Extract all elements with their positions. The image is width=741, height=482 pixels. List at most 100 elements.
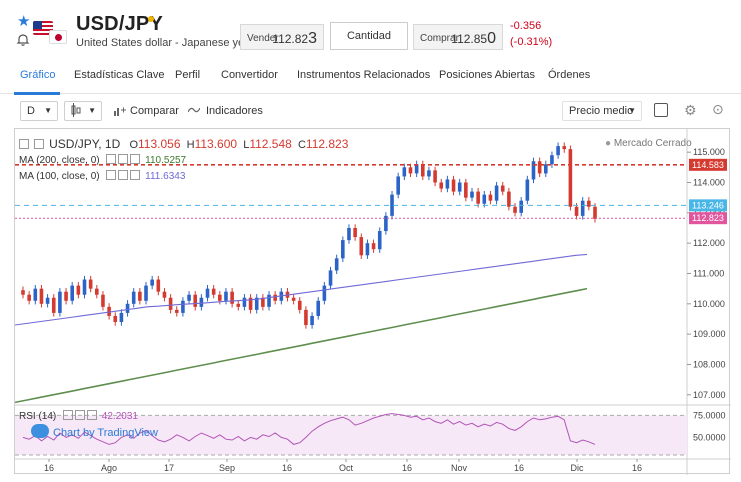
- candle-body: [353, 227, 357, 238]
- buy-label: Comprar: [420, 33, 459, 44]
- buy-button[interactable]: Comprar 112.850: [413, 24, 503, 50]
- candle-body: [58, 291, 62, 313]
- candle-body: [82, 279, 87, 295]
- collapse-icon[interactable]: [19, 139, 29, 149]
- compare-icon[interactable]: [114, 104, 126, 116]
- tab-posiciones[interactable]: Posiciones Abiertas: [439, 69, 535, 81]
- chart-canvas[interactable]: 115.000114.000113.000112.000111.000110.0…: [15, 129, 731, 475]
- candle-body: [144, 285, 148, 301]
- candle-body: [199, 297, 204, 307]
- chart-type-dropdown[interactable]: ▼: [64, 101, 102, 121]
- candle-body: [248, 297, 253, 310]
- candle-body: [371, 243, 376, 250]
- x-tick-label: 16: [282, 463, 292, 473]
- close-icon[interactable]: [87, 410, 98, 420]
- candle-body: [408, 167, 413, 174]
- tab-convertidor[interactable]: Convertidor: [221, 69, 278, 81]
- candle-body: [193, 294, 198, 307]
- price-type-dropdown[interactable]: Precio medio ▼: [562, 101, 642, 121]
- candle-body: [218, 294, 222, 301]
- candle-body: [64, 291, 68, 301]
- camera-icon[interactable]: ⊙: [712, 101, 724, 117]
- tab-perfil[interactable]: Perfil: [175, 69, 201, 81]
- eye-icon[interactable]: [63, 410, 74, 420]
- candle-body: [402, 167, 407, 177]
- market-status-dot: [148, 16, 154, 22]
- eye-icon[interactable]: [106, 170, 117, 180]
- indicators-icon[interactable]: [188, 106, 200, 114]
- fullscreen-icon[interactable]: [654, 103, 668, 117]
- price-chart[interactable]: 115.000114.000113.000112.000111.000110.0…: [14, 128, 731, 475]
- compare-button[interactable]: Comparar: [130, 105, 179, 117]
- x-tick-label: Oct: [339, 463, 354, 473]
- bid-line-label: 113.246: [692, 200, 724, 210]
- us-flag-icon: [33, 21, 53, 35]
- ma200-value: 110.5257: [145, 155, 187, 166]
- alert-bell-icon[interactable]: [15, 32, 31, 48]
- interval-dropdown[interactable]: D ▼: [20, 101, 58, 121]
- tab-ordenes[interactable]: Órdenes: [548, 69, 591, 81]
- tab-bar: Gráfico Estadísticas Clave Perfil Conver…: [0, 62, 741, 95]
- candle-body: [476, 191, 480, 204]
- japan-flag-icon: [49, 30, 67, 44]
- tradingview-watermark[interactable]: Chart by TradingView: [31, 424, 158, 439]
- candle-body: [107, 306, 111, 316]
- rsi-value: 42.2031: [101, 411, 138, 422]
- candle-body: [101, 294, 105, 307]
- ohlc-legend: USD/JPY, 1D O113.056 H113.600 L112.548 C…: [19, 137, 348, 151]
- legend-symbol: USD/JPY, 1D: [49, 137, 121, 151]
- settings-icon[interactable]: [75, 410, 86, 420]
- candle-body: [297, 300, 302, 310]
- gear-icon[interactable]: ⚙: [684, 102, 697, 118]
- tradingview-cloud-icon: [31, 424, 49, 438]
- candle-body: [304, 309, 308, 326]
- candle-body: [451, 179, 456, 192]
- candle-body: [500, 185, 505, 192]
- candle-body: [464, 182, 468, 198]
- candle-body: [433, 170, 437, 183]
- candle-body: [291, 297, 296, 301]
- rsi-legend: RSI (14) 42.2031: [19, 410, 138, 422]
- ma200-legend: MA (200, close, 0) 110.5257: [19, 154, 187, 166]
- candle-body: [88, 279, 93, 289]
- close-value: 112.823: [305, 137, 349, 151]
- eye-icon[interactable]: [106, 154, 117, 164]
- candle-body: [33, 288, 38, 301]
- change-absolute: -0.356: [510, 20, 542, 32]
- candle-body: [390, 194, 394, 216]
- candle-body: [550, 155, 554, 165]
- bid-line-tag: [689, 199, 727, 212]
- candle-body: [230, 291, 234, 304]
- candle-body: [420, 164, 425, 177]
- candle-body: [562, 146, 567, 150]
- x-tick-label: 16: [632, 463, 642, 473]
- candle-body: [525, 179, 530, 201]
- star-icon[interactable]: ★: [17, 13, 31, 30]
- tab-instrumentos[interactable]: Instrumentos Relacionados: [297, 69, 431, 81]
- close-icon[interactable]: [130, 154, 141, 164]
- tab-estadisticas[interactable]: Estadísticas Clave: [74, 69, 165, 81]
- candle-body: [236, 303, 241, 307]
- high-value: 113.600: [194, 137, 238, 151]
- sell-button[interactable]: Vender 112.823: [240, 24, 324, 50]
- y-tick-label: 108.000: [693, 359, 726, 369]
- close-icon[interactable]: [130, 170, 141, 180]
- settings-icon[interactable]: [118, 154, 129, 164]
- candle-body: [470, 191, 474, 198]
- candle-body: [242, 297, 247, 307]
- minus-icon[interactable]: [34, 139, 45, 149]
- y-tick-label: 111.000: [693, 268, 724, 278]
- candle-body: [439, 182, 444, 189]
- candle-body: [347, 227, 351, 241]
- candle-body: [334, 258, 339, 271]
- candle-body: [341, 240, 345, 259]
- candle-body: [162, 291, 167, 298]
- settings-icon[interactable]: [118, 170, 129, 180]
- rsi-tick-label: 75.0000: [693, 410, 726, 420]
- candle-body: [377, 231, 382, 250]
- quantity-input[interactable]: Cantidad: [330, 22, 408, 50]
- candle-body: [95, 288, 99, 295]
- indicators-button[interactable]: Indicadores: [206, 105, 263, 117]
- low-value: 112.548: [249, 137, 292, 151]
- tab-grafico[interactable]: Gráfico: [20, 69, 56, 81]
